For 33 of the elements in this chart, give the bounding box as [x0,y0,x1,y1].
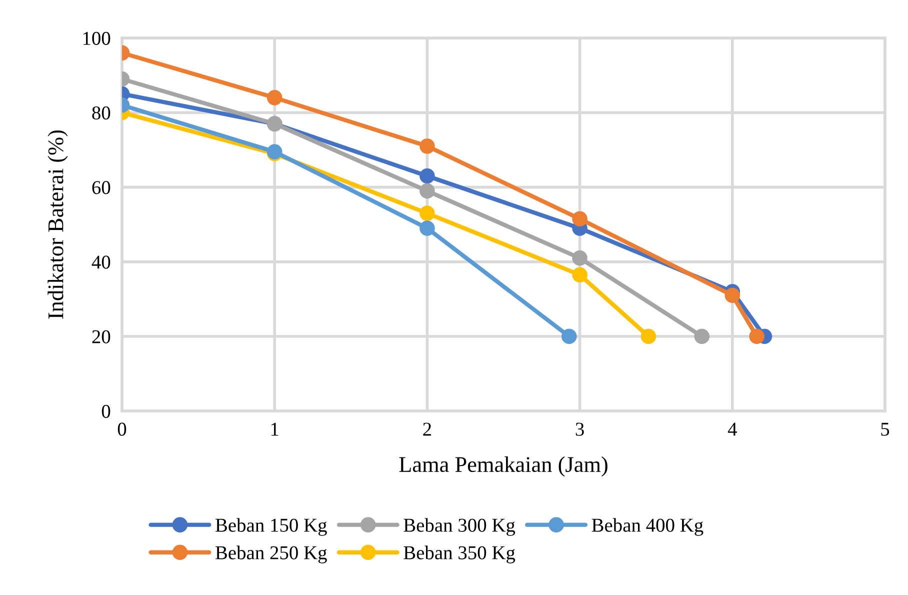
x-tick-label: 2 [423,422,431,436]
legend-label: Beban 300 Kg [404,518,516,536]
point [420,206,435,221]
x-tick-label: 1 [271,422,278,436]
y-tick-label: 80 [92,106,110,120]
y-tick-label: 0 [102,404,110,418]
legend-label: Beban 250 Kg [216,546,327,564]
y-tick-label: 60 [92,181,110,194]
x-tick-label: 5 [881,422,890,436]
point [266,90,282,106]
y-axis-title: Indikator Baterai (%) [48,130,68,319]
point [572,211,588,227]
x-tick-label: 0 [118,422,126,436]
point [420,220,435,236]
point [420,168,435,184]
y-tick-label: 20 [92,330,110,344]
y-tick-label: 100 [83,32,110,45]
x-tick-label: 3 [576,422,584,436]
point [694,328,710,344]
point [640,328,656,344]
y-tick-label: 40 [92,256,110,269]
point [420,138,435,154]
legend-label: Beban 150 Kg [216,518,327,536]
point [572,267,588,282]
legend-label: Beban 400 Kg [592,518,704,536]
x-axis-title: Lama Pemakaian (Jam) [399,456,608,477]
point [572,250,588,266]
point [749,328,764,344]
legend-label: Beban 350 Kg [404,546,516,564]
x-tick-label: 4 [728,422,737,436]
point [724,288,740,304]
point [420,183,435,199]
point [561,328,577,344]
